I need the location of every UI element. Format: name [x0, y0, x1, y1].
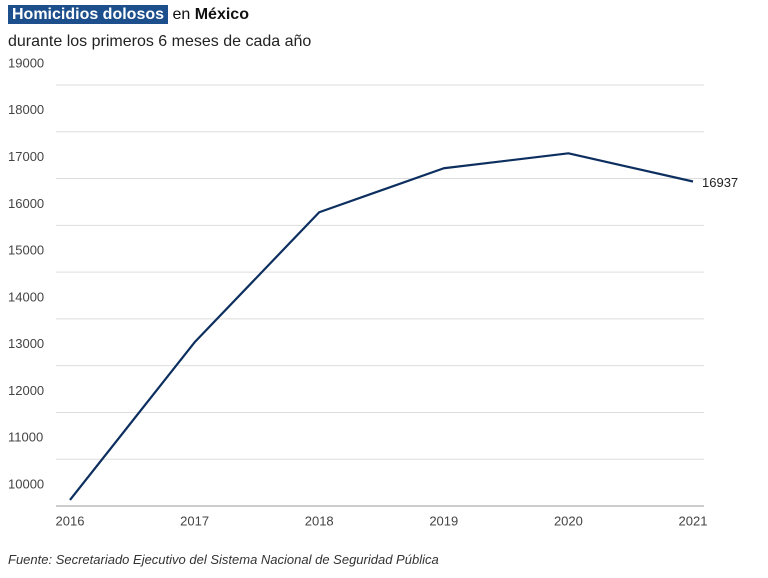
title-bold: México	[194, 6, 249, 23]
x-tick-label: 2018	[305, 513, 334, 528]
data-line	[69, 152, 694, 501]
y-tick-label: 18000	[8, 102, 44, 117]
value-label: 16937	[702, 175, 738, 190]
y-tick-label: 12000	[8, 383, 44, 398]
title-highlight: Homicidios dolosos	[8, 5, 169, 24]
x-tick-label: 2019	[429, 513, 458, 528]
chart-subtitle: durante los primeros 6 meses de cada año	[8, 33, 312, 50]
y-tick-label: 16000	[8, 196, 44, 211]
y-tick-label: 15000	[8, 243, 44, 258]
title-connector: en	[172, 6, 191, 23]
source-note: Fuente: Secretariado Ejecutivo del Siste…	[8, 552, 439, 567]
y-tick-label: 13000	[8, 336, 44, 351]
x-tick-label: 2021	[679, 513, 708, 528]
chart: 10000 11000 12000 13000 14000 15000 16000 17000…	[8, 55, 738, 528]
y-tick-label: 11000	[8, 430, 43, 445]
x-tick-label: 2016	[56, 513, 85, 528]
x-tick-label: 2020	[554, 513, 583, 528]
y-tick-label: 10000	[8, 476, 44, 491]
y-tick-label: 19000	[8, 55, 44, 70]
y-tick-label: 14000	[8, 289, 44, 304]
chart-title: Homicidios dolosos en México	[8, 5, 249, 24]
x-tick-label: 2017	[180, 513, 209, 528]
y-tick-label: 17000	[8, 149, 44, 164]
